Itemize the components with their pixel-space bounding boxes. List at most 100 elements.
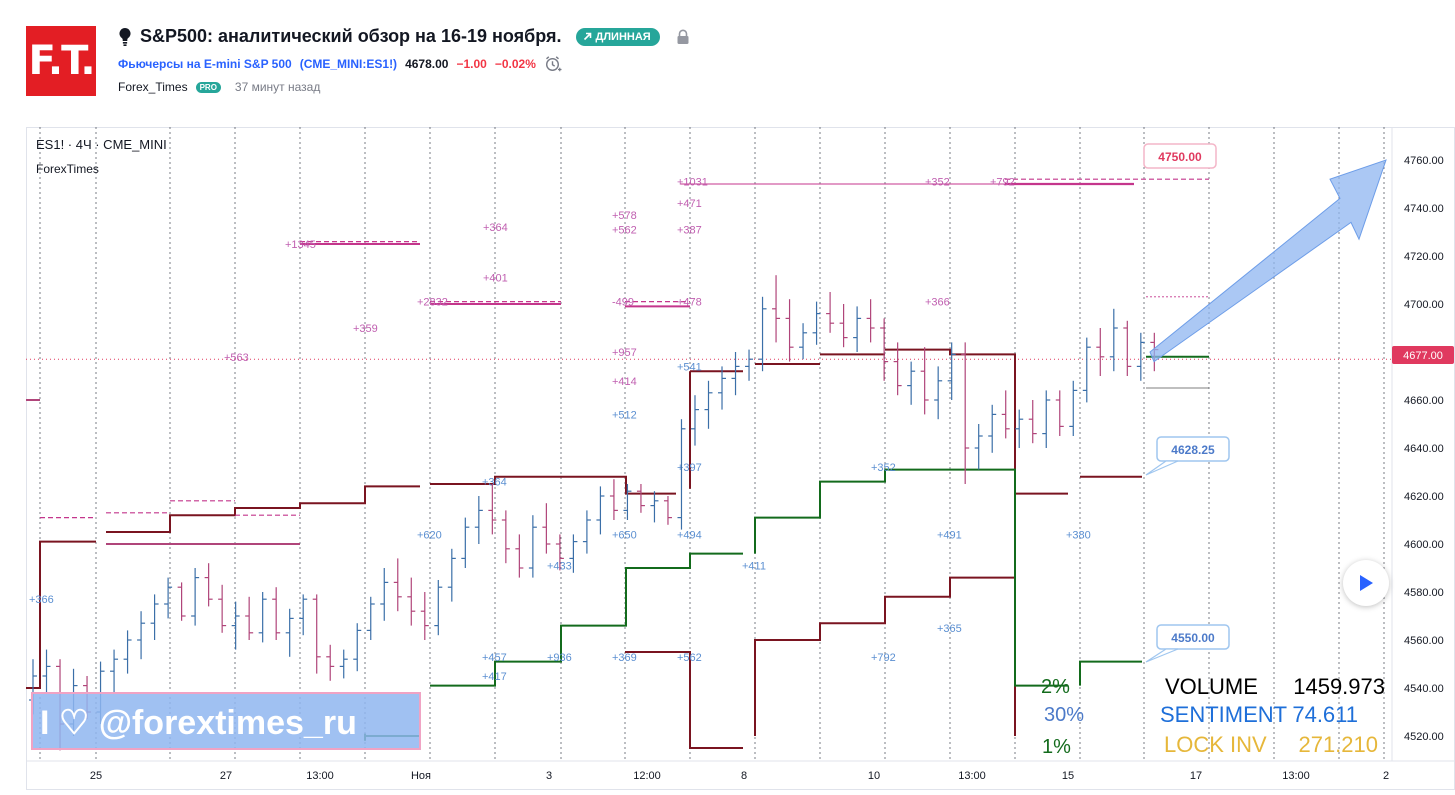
pro-badge: PRO bbox=[195, 81, 221, 93]
y-tick-label: 4600.00 bbox=[1404, 539, 1444, 551]
symbol-row: Фьючерсы на E-mini S&P 500 (CME_MINI:ES1… bbox=[118, 55, 562, 73]
x-tick-label: 27 bbox=[220, 770, 232, 782]
level-annotation: +365 bbox=[937, 623, 962, 635]
arrow-up-right-icon bbox=[583, 32, 591, 41]
level-annotation: +1345 bbox=[285, 239, 316, 251]
x-tick-label: 13:00 bbox=[958, 770, 986, 782]
symbol-price: 4678.00 bbox=[405, 57, 449, 71]
y-tick-label: 4660.00 bbox=[1404, 395, 1444, 407]
level-annotation: +364 bbox=[482, 477, 507, 489]
series-title: ES1! · 4Ч · CME_MINI bbox=[36, 137, 167, 152]
level-annotation: +562 bbox=[677, 652, 702, 664]
level-annotation: +359 bbox=[353, 323, 378, 335]
level-annotation: +414 bbox=[612, 376, 637, 388]
tp-label-box[interactable]: 4750.00 bbox=[1143, 143, 1217, 169]
level-annotation: +578 bbox=[612, 210, 637, 222]
level-annotation: +401 bbox=[483, 273, 508, 285]
y-tick-label: 4580.00 bbox=[1404, 587, 1444, 599]
level-annotation: +792 bbox=[871, 652, 896, 664]
level-annotation: +352 bbox=[925, 177, 950, 189]
forextimes-logo[interactable]: F.T. bbox=[26, 26, 96, 96]
level-annotation: +650 bbox=[612, 529, 637, 541]
x-tick-label: 13:00 bbox=[1282, 770, 1310, 782]
level-annotation: -499 bbox=[612, 297, 634, 309]
percent-labels: 2% 30% 1% bbox=[1041, 676, 1084, 758]
level-annotation: +471 bbox=[677, 198, 702, 210]
y-tick-label: 4740.00 bbox=[1404, 203, 1444, 215]
y-tick-label: 4620.00 bbox=[1404, 491, 1444, 503]
level-annotation: +457 bbox=[482, 652, 507, 664]
idea-header: F.T. S&P500: аналитический обзор на 16-1… bbox=[0, 0, 1455, 120]
support-level-line bbox=[26, 348, 1142, 689]
level-annotation: +380 bbox=[1066, 529, 1091, 541]
symbol-change-pct: −0.02% bbox=[494, 57, 536, 71]
indicator-name: ForexTimes bbox=[36, 162, 99, 176]
level-annotation: +369 bbox=[612, 652, 637, 664]
idea-title-row: S&P500: аналитический обзор на 16-19 ноя… bbox=[118, 26, 690, 47]
long-badge-label: ДЛИННАЯ bbox=[595, 30, 651, 43]
level-annotation: +936 bbox=[547, 652, 572, 664]
y-tick-label: 4520.00 bbox=[1404, 731, 1444, 743]
symbol-link[interactable]: Фьючерсы на E-mini S&P 500 bbox=[118, 57, 292, 71]
lightbulb-icon bbox=[119, 27, 131, 46]
entry-label: 4628.25 bbox=[1171, 443, 1215, 457]
y-tick-label: 4760.00 bbox=[1404, 155, 1444, 167]
stat-sentiment-label: SENTIMENT bbox=[1160, 702, 1287, 727]
x-tick-label: 10 bbox=[868, 770, 880, 782]
level-annotation: +957 bbox=[612, 347, 637, 359]
author-row: Forex_Times PRO 37 минут назад bbox=[118, 80, 320, 94]
x-tick-label: 25 bbox=[90, 770, 102, 782]
stat-sentiment-value: 74.611 bbox=[1292, 702, 1358, 727]
play-icon bbox=[1360, 575, 1373, 591]
level-annotation: +397 bbox=[677, 462, 702, 474]
level-annotation: +2832 bbox=[417, 297, 448, 309]
entry-label-box[interactable]: 4628.25 bbox=[1145, 436, 1230, 476]
x-tick-label: 15 bbox=[1062, 770, 1074, 782]
stat-lockinv-value: 271.210 bbox=[1298, 732, 1378, 757]
tp-label: 4750.00 bbox=[1158, 150, 1202, 164]
y-tick-label: 4720.00 bbox=[1404, 251, 1444, 263]
x-tick-label: 17 bbox=[1190, 770, 1202, 782]
level-annotation: +491 bbox=[937, 529, 962, 541]
y-tick-label: 4560.00 bbox=[1404, 635, 1444, 647]
level-annotation: +563 bbox=[224, 352, 249, 364]
level-annotation: +494 bbox=[677, 529, 702, 541]
watermark-banner: I ♡ @forextimes_ru bbox=[31, 692, 421, 750]
play-button[interactable] bbox=[1343, 560, 1389, 606]
x-tick-label: 13:00 bbox=[306, 770, 334, 782]
stat-volume-value: 1459.973 bbox=[1293, 674, 1385, 699]
symbol-code[interactable]: (CME_MINI:ES1!) bbox=[299, 57, 398, 71]
level-annotation: +352 bbox=[871, 462, 896, 474]
level-annotation: +512 bbox=[612, 409, 637, 421]
level-annotation: +620 bbox=[417, 529, 442, 541]
level-annotation: +366 bbox=[29, 594, 54, 606]
level-annotation: +417 bbox=[482, 671, 507, 683]
level-annotation: +387 bbox=[677, 225, 702, 237]
level-annotation: +411 bbox=[742, 561, 766, 573]
symbol-change: −1.00 bbox=[456, 57, 487, 71]
pct-label-2: 30% bbox=[1044, 704, 1084, 726]
pct-label-3: 1% bbox=[1042, 736, 1071, 758]
lower-level-drop bbox=[689, 652, 743, 749]
level-annotation: +364 bbox=[483, 222, 508, 234]
stop-label: 4550.00 bbox=[1171, 631, 1215, 645]
idea-title: S&P500: аналитический обзор на 16-19 ноя… bbox=[140, 26, 562, 46]
y-tick-label: 4540.00 bbox=[1404, 683, 1444, 695]
x-tick-label: Ноя bbox=[411, 770, 431, 782]
stop-label-box[interactable]: 4550.00 bbox=[1145, 624, 1230, 663]
publish-time: 37 минут назад bbox=[234, 80, 321, 94]
x-tick-label: 12:00 bbox=[633, 770, 661, 782]
price-chart[interactable]: +1345 +359 +563 +2832 +364 +401 +578 +562 -499 +9… bbox=[26, 127, 1455, 790]
level-annotation: +478 bbox=[677, 297, 702, 309]
stat-lockinv-label: LOCK INV bbox=[1164, 732, 1267, 757]
alarm-clock-icon[interactable] bbox=[544, 55, 562, 73]
author-name[interactable]: Forex_Times bbox=[118, 80, 188, 94]
chart-area[interactable]: +1345 +359 +563 +2832 +364 +401 +578 +562 -499 +9… bbox=[26, 127, 1455, 790]
x-tick-label: 8 bbox=[741, 770, 747, 782]
level-annotation: +792 bbox=[990, 177, 1015, 189]
pink-dashed-level bbox=[40, 500, 300, 519]
y-tick-label: 4640.00 bbox=[1404, 443, 1444, 455]
level-annotation: +562 bbox=[612, 225, 637, 237]
level-annotation: +366 bbox=[925, 297, 950, 309]
y-tick-label: 4700.00 bbox=[1404, 299, 1444, 311]
